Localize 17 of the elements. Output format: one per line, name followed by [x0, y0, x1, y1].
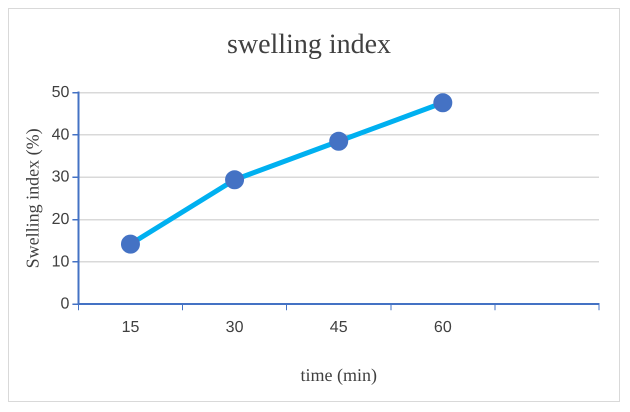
x-tick-label: 15 [122, 319, 140, 336]
y-tick-label: 40 [52, 126, 70, 144]
y-tick-label: 50 [52, 84, 70, 102]
chart-title: swelling index [226, 29, 392, 60]
x-tick-label: 60 [434, 319, 452, 336]
point [120, 234, 140, 254]
point [329, 132, 348, 151]
x-axis-title: time (min) [300, 364, 377, 385]
y-tick-label: 0 [60, 296, 70, 313]
y-axis-title: Swelling index (%) [22, 128, 43, 268]
x-tick-label: 45 [330, 319, 348, 336]
point [225, 170, 244, 190]
y-tick-label: 20 [52, 210, 70, 228]
point [433, 93, 452, 112]
x-tick-label: 30 [226, 319, 244, 336]
y-tick-label: 10 [52, 253, 70, 270]
y-tick-label: 30 [52, 168, 70, 186]
